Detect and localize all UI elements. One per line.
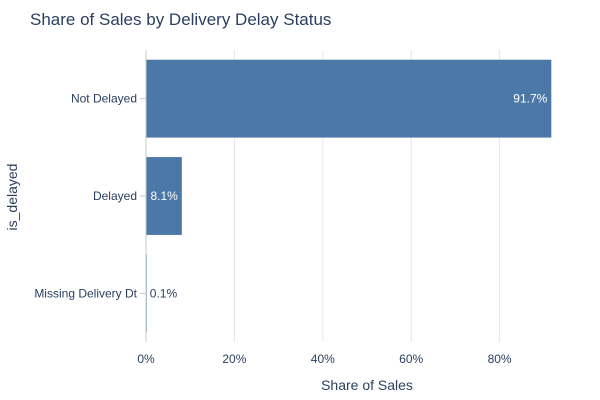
x-tick-label: 80% — [488, 352, 512, 366]
data-label: 8.1% — [150, 189, 178, 203]
y-category-label: Delayed — [93, 189, 137, 203]
y-category-label: Missing Delivery Dt — [34, 286, 137, 300]
bar — [146, 59, 552, 138]
bar — [146, 157, 182, 235]
x-tick-label: 60% — [399, 352, 423, 366]
x-axis-title: Share of Sales — [321, 377, 413, 393]
x-tick-label: 20% — [222, 352, 246, 366]
bars — [146, 59, 552, 333]
y-axis-title: is_delayed — [4, 164, 20, 231]
y-category-label: Not Delayed — [71, 92, 137, 106]
y-category-labels: Not Delayed Delayed Missing Delivery Dt — [34, 92, 146, 300]
x-tick-label: 0% — [137, 352, 155, 366]
data-labels: 91.7% 8.1% 0.1% — [150, 92, 548, 301]
x-tick-label: 40% — [311, 352, 335, 366]
x-tick-labels: 0% 20% 40% 60% 80% — [137, 352, 512, 366]
chart-title: Share of Sales by Delivery Delay Status — [30, 10, 331, 29]
data-label: 0.1% — [150, 286, 178, 300]
data-label: 91.7% — [513, 92, 547, 106]
